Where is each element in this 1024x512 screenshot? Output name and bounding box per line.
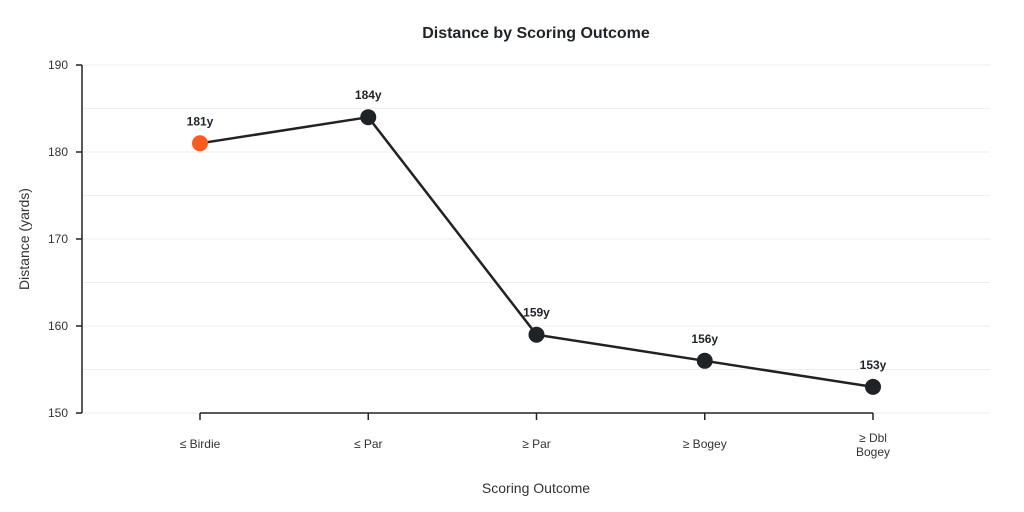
data-label: 184y xyxy=(355,88,382,102)
data-point xyxy=(192,135,208,152)
y-tick-label: 160 xyxy=(48,319,68,333)
data-label: 159y xyxy=(523,306,550,320)
y-tick-label: 170 xyxy=(48,232,68,246)
data-point xyxy=(696,352,713,369)
y-tick-label: 180 xyxy=(48,145,68,159)
data-labels: 181y 184y 159y 156y 153y xyxy=(187,88,887,372)
grid xyxy=(82,64,990,414)
x-tick-label: ≤ Birdie xyxy=(180,437,221,451)
x-axis-label: Scoring Outcome xyxy=(482,480,590,496)
y-axis-label: Distance (yards) xyxy=(16,188,32,290)
data-point xyxy=(528,326,545,343)
data-label: 153y xyxy=(860,358,887,372)
x-ticks: ≤ Birdie ≤ Par ≥ Par ≥ Bogey ≥ Dbl Bogey xyxy=(180,413,890,459)
chart-title: Distance by Scoring Outcome xyxy=(422,25,650,42)
x-tick-label: ≥ Par xyxy=(522,437,551,451)
data-label: 181y xyxy=(187,114,214,128)
x-tick-label: ≤ Par xyxy=(354,437,383,451)
y-ticks: 150 160 170 180 190 xyxy=(48,58,82,420)
data-label: 156y xyxy=(691,332,718,346)
y-tick-label: 150 xyxy=(48,406,68,420)
y-tick-label: 190 xyxy=(48,58,68,72)
data-points xyxy=(192,109,881,395)
x-tick-label: ≥ Bogey xyxy=(683,437,727,451)
series-line xyxy=(199,115,874,389)
data-point xyxy=(865,378,881,395)
data-point xyxy=(360,109,377,126)
x-tick-label: ≥ Dbl Bogey xyxy=(856,431,890,459)
